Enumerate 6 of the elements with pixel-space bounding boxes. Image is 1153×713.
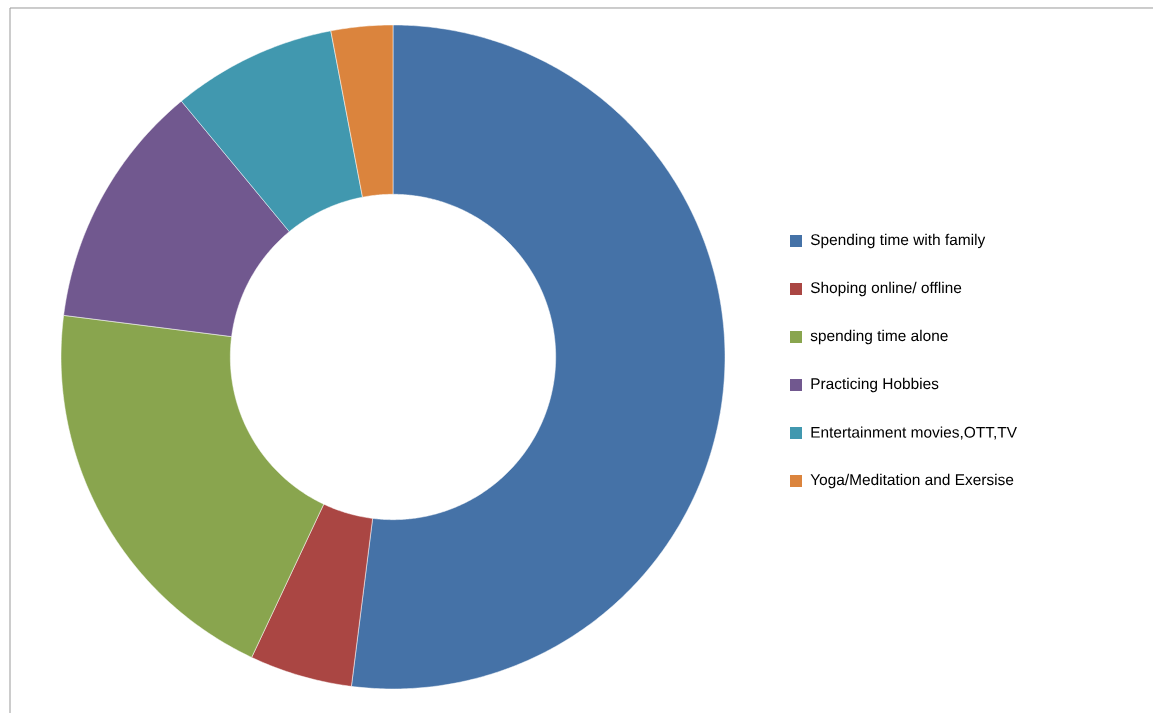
legend-label: Practicing Hobbies <box>811 377 939 393</box>
legend-label: Entertainment movies,OTT,TV <box>811 426 1017 440</box>
legend-label: Shoping online/ offline <box>810 281 962 297</box>
legend-label: Yoga/Meditation and Exersise <box>810 473 1014 489</box>
legend-label: Spending time with family <box>810 233 986 249</box>
legend-label: spending time alone <box>810 329 948 345</box>
